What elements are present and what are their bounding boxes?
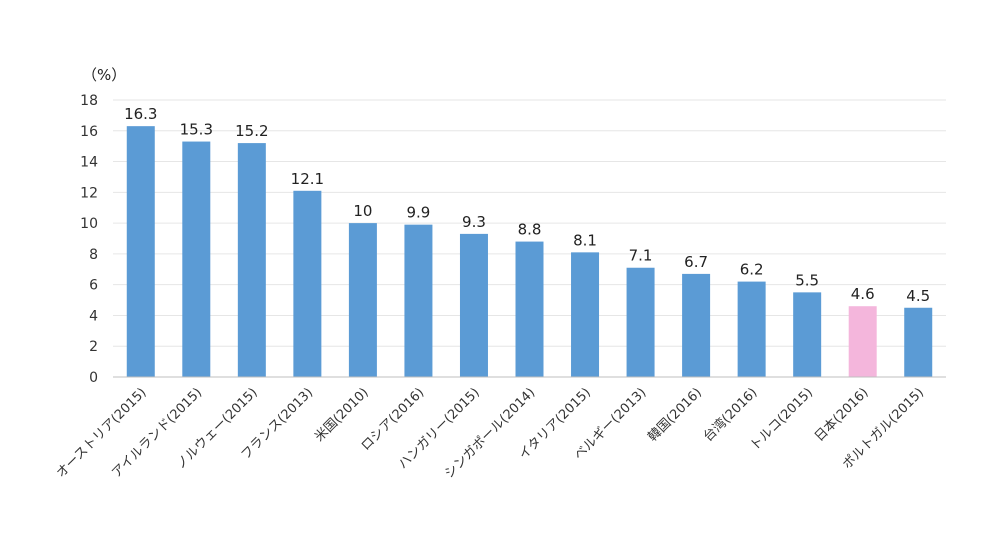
y-tick-label: 2: [89, 339, 98, 355]
data-label: 8.1: [573, 231, 597, 249]
data-label: 4.5: [906, 287, 930, 305]
data-label: 16.3: [124, 105, 157, 123]
category-labels: オーストリア(2015)アイルランド(2015)ノルウェー(2015)フランス(…: [54, 385, 927, 482]
y-tick-label: 0: [89, 370, 98, 386]
bar: [515, 241, 544, 377]
y-tick-label: 18: [80, 93, 98, 109]
bar: [848, 306, 877, 377]
y-axis-unit-label: （%）: [82, 66, 126, 84]
data-labels: 16.3 15.3 15.2 12.1 10 9.9 9.3 8.8 8.1 7.1 6.7 6.2 5…: [124, 105, 930, 305]
data-label: 15.2: [235, 122, 268, 140]
bar: [571, 252, 600, 377]
data-label: 15.3: [180, 121, 213, 139]
bar: [293, 190, 322, 377]
x-tick-label: 台湾(2016): [700, 385, 760, 445]
x-tick-label: 米国(2010): [312, 385, 372, 445]
y-tick-label: 6: [89, 278, 98, 294]
data-label: 7.1: [629, 247, 653, 265]
bar: [237, 143, 266, 377]
y-tick-label: 8: [89, 247, 98, 263]
bar: [182, 141, 211, 377]
data-label: 9.9: [407, 204, 431, 222]
bar: [126, 126, 155, 378]
bar: [904, 307, 933, 377]
bar: [626, 267, 655, 377]
x-tick-label: 韓国(2016): [645, 385, 705, 445]
bar: [682, 273, 711, 377]
x-tick-label: 日本(2016): [812, 385, 872, 445]
bars: [126, 126, 933, 378]
data-label: 6.2: [740, 261, 764, 279]
data-label: 10: [353, 202, 372, 220]
data-label: 12.1: [291, 170, 324, 188]
data-label: 4.6: [851, 285, 875, 303]
x-tick-label: オーストリア(2015): [54, 385, 150, 481]
y-tick-label: 10: [80, 216, 98, 232]
data-label: 6.7: [684, 253, 708, 271]
y-tick-label: 16: [80, 124, 98, 140]
y-tick-label: 4: [89, 308, 98, 324]
data-label: 9.3: [462, 213, 486, 231]
bar: [737, 281, 766, 377]
bar: [404, 224, 433, 377]
bar: [459, 233, 488, 377]
data-label: 8.8: [518, 221, 542, 239]
y-tick-label: 14: [80, 155, 98, 171]
bar: [348, 223, 377, 377]
y-axis-ticks: 0 2 4 6 8 10 12 14 16 18: [80, 93, 98, 386]
y-tick-label: 12: [80, 185, 98, 201]
bar: [793, 292, 822, 377]
data-label: 5.5: [795, 271, 819, 289]
